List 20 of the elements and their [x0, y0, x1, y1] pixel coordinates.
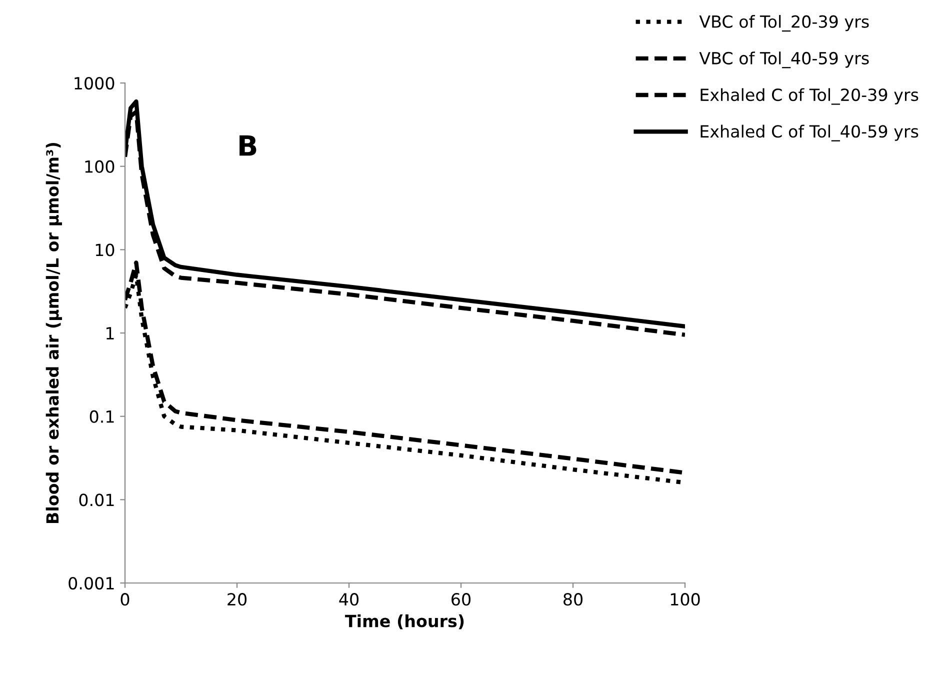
x-tick-label: 80 — [564, 593, 582, 606]
y-tick-label: 1000 — [74, 76, 114, 90]
x-tick-label: 40 — [339, 593, 358, 606]
x-tick-label: 100 — [670, 593, 700, 606]
y-tick-label: 0.1 — [90, 410, 114, 423]
y-tick-label: 0.01 — [79, 494, 114, 506]
y-tick-label: 0.001 — [68, 576, 114, 590]
legend-label: VBC of Tol_40-59 yrs — [699, 52, 869, 68]
x-tick-label: 60 — [452, 593, 470, 606]
y-axis-title: Blood or exhaled air (µmol/L or µmol/m³) — [46, 142, 62, 523]
x-tick-label: 20 — [228, 593, 246, 606]
y-tick-label: 100 — [85, 160, 114, 173]
legend-label: VBC of Tol_20-39 yrs — [699, 15, 869, 32]
annotation: B — [240, 135, 256, 156]
x-axis-title: Time (hours) — [345, 614, 464, 630]
y-tick-label: 1 — [106, 327, 114, 340]
legend-label: Exhaled C of Tol_20-39 yrs — [700, 88, 918, 105]
y-tick-label: 10 — [96, 244, 114, 256]
x-tick-label: 0 — [120, 593, 130, 606]
legend-label: Exhaled C of Tol_40-59 yrs — [700, 124, 918, 142]
